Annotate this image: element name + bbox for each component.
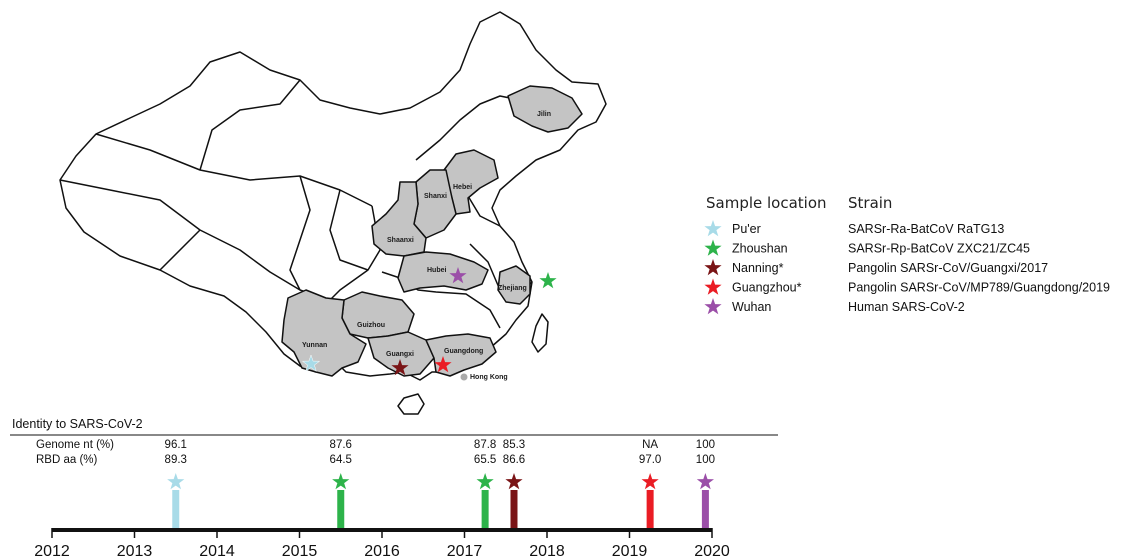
legend-strain: Pangolin SARSr-CoV/MP789/Guangdong/2019 [848,281,1110,295]
year-label: 2019 [612,543,648,559]
legend-star-icon [704,298,722,315]
province-zhejiang [497,265,531,305]
identity-timeline: Identity to SARS-CoV-2 Genome nt (%) RBD… [10,417,778,559]
event-bar [646,490,654,528]
genome-value: 87.8 [474,439,496,451]
year-label: 2015 [282,543,318,559]
genome-row-label: Genome nt (%) [36,439,114,451]
genome-value: 85.3 [503,439,525,451]
province-label-guangdong: Guangdong [444,348,483,355]
legend-strain: SARSr-Rp-BatCoV ZXC21/ZC45 [848,242,1030,256]
event-star-icon [641,473,659,490]
timeline-events: 96.1 89.3 87.6 64.5 87.8 65.5 85.3 86.6 NA 97.0 10… [165,439,715,528]
province-label-shaanxi: Shaanxi [387,237,414,244]
event-star-icon [332,473,350,490]
event-bar [510,490,518,528]
legend-strain: SARSr-Ra-BatCoV RaTG13 [848,222,1004,236]
event-star-icon [505,473,523,490]
province-yunnan [281,289,367,377]
legend-location: Nanning* [732,261,784,275]
event-star-icon [167,473,185,490]
legend-star-icon [704,259,722,276]
legend-star-icon [704,278,722,295]
rbd-value: 97.0 [639,454,661,466]
event-bar [172,490,180,528]
province-hubei [397,251,489,293]
legend-strain: Pangolin SARSr-CoV/Guangxi/2017 [848,261,1048,275]
legend-strain: Human SARS-CoV-2 [848,300,965,314]
year-label: 2018 [529,543,565,559]
legend-location: Pu'er [732,222,761,236]
legend: Sample location Strain Pu'er SARSr-Ra-Bat… [704,194,1110,315]
hong-kong-label: Hong Kong [470,374,508,381]
rbd-value: 89.3 [165,454,187,466]
year-label: 2014 [199,543,235,559]
legend-star-icon [704,220,722,237]
rbd-value: 65.5 [474,454,496,466]
legend-strain-header: Strain [848,194,892,212]
year-label: 2013 [117,543,153,559]
legend-location-header: Sample location [706,194,827,212]
genome-value: 100 [696,439,715,451]
genome-value: 87.6 [330,439,352,451]
legend-rows: Pu'er SARSr-Ra-BatCoV RaTG13 Zhoushan SARSr… [704,220,1110,315]
event-bar [701,490,709,528]
map-star-zhoushan [539,272,557,289]
taiwan-island [531,313,549,353]
rbd-value: 100 [696,454,715,466]
province-guangxi [367,331,435,377]
province-label-jilin: Jilin [537,111,551,118]
year-label: 2020 [694,543,730,559]
province-label-guangxi: Guangxi [386,351,414,358]
timeline-ticks: 2012 2013 2014 2015 2016 2017 2018 2019 2020 [34,528,730,559]
legend-location: Zhoushan [732,242,788,256]
hong-kong-marker [460,373,468,381]
rbd-value: 64.5 [330,454,352,466]
province-label-yunnan: Yunnan [302,342,327,349]
hainan-island [397,393,425,415]
china-map [59,11,607,415]
province-jilin [507,85,583,133]
year-label: 2016 [364,543,400,559]
year-label: 2017 [447,543,483,559]
event-star-icon [696,473,714,490]
legend-star-icon [704,239,722,256]
legend-location: Guangzhou* [732,281,802,295]
province-label-zhejiang: Zhejiang [498,285,527,292]
event-bar [337,490,345,528]
rbd-row-label: RBD aa (%) [36,454,98,466]
province-label-shanxi: Shanxi [424,193,447,200]
rbd-value: 86.6 [503,454,525,466]
province-guangdong [425,333,497,377]
event-star-icon [476,473,494,490]
genome-value: NA [642,439,658,451]
legend-location: Wuhan [732,300,771,314]
year-label: 2012 [34,543,70,559]
province-label-hubei: Hubei [427,267,447,274]
genome-value: 96.1 [165,439,187,451]
province-label-guizhou: Guizhou [357,322,385,329]
province-labels: Jilin Hebei Shanxi Shaanxi Hubei Zhejiang Guiz… [302,111,551,358]
timeline-title: Identity to SARS-CoV-2 [12,417,143,431]
province-label-hebei: Hebei [453,184,472,191]
event-bar [481,490,489,528]
